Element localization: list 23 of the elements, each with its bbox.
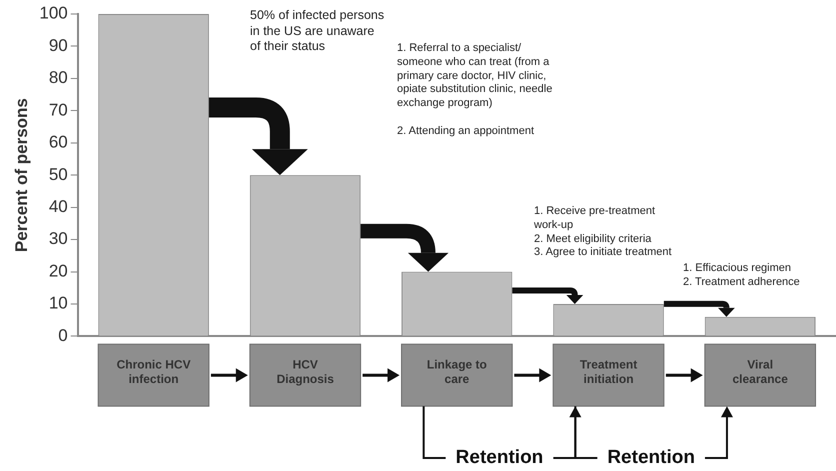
x-tick-label: Linkage to care — [426, 358, 487, 386]
y-tick-label: 40 — [48, 197, 68, 216]
y-tick-label: 80 — [48, 68, 68, 88]
y-tick-label: 10 — [48, 294, 68, 313]
y-tick-label: 50 — [48, 164, 68, 184]
y-tick-label: 30 — [48, 229, 68, 248]
x-tick-label: Treatment initiation — [580, 358, 638, 386]
y-tick-label: 20 — [48, 261, 68, 280]
annotation: 1. Efficacious regimen 2. Treatment adherence — [683, 262, 801, 290]
y-tick-label: 100 — [39, 4, 68, 23]
y-tick-label: 0 — [58, 326, 68, 345]
y-tick-label: 70 — [48, 100, 68, 120]
y-tick-label: 60 — [48, 132, 68, 152]
annotation: 1. Receive pre-treatment work-up 2. Meet eligibility criteria 3. Agree to initiate treatment — [534, 205, 673, 260]
y-tick-label: 90 — [48, 36, 68, 55]
text: 1. Referral to a specialist/ someone who can treat (from a primary care doctor, HIV clinic, opiate substitution clinic, needle exchange program) 2. Attending an appointment — [397, 42, 552, 136]
y-axis-title: Percent of persons — [12, 98, 31, 252]
x-tick-label: HCV Diagnosis — [276, 358, 334, 386]
x-tick-label: Viral clearance — [732, 358, 788, 386]
text: Retention — [454, 446, 544, 470]
x-tick-label: Chronic HCV infection — [116, 358, 191, 386]
text: Retention — [606, 446, 696, 470]
annotation: 50% of infected persons in the US are unaware of their status — [250, 8, 385, 55]
